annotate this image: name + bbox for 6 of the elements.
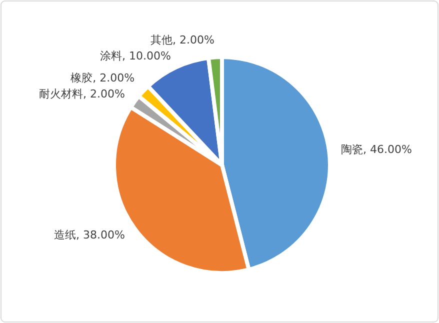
slice-label: 耐火材料, 2.00%: [38, 87, 125, 100]
slice-label: 涂料, 10.00%: [100, 49, 171, 62]
slice-label: 陶瓷, 46.00%: [341, 142, 412, 156]
slice-label: 橡胶, 2.00%: [70, 71, 135, 84]
slice-label: 其他, 2.00%: [150, 33, 214, 46]
slice-label: 造纸, 38.00%: [54, 228, 125, 242]
